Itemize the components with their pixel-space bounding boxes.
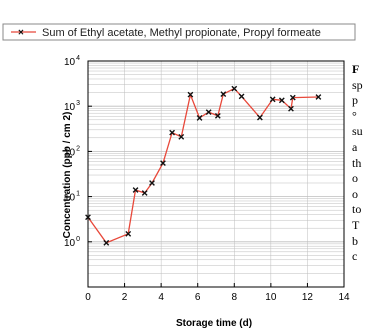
caption-line: sp (352, 77, 363, 92)
data-point (205, 109, 212, 116)
data-point (196, 115, 203, 121)
x-tick-label: 6 (195, 292, 201, 303)
caption-line: a (352, 139, 358, 154)
caption-line: o (352, 171, 358, 186)
data-point (289, 94, 296, 101)
caption-line: T (352, 217, 360, 232)
caption-line: c (352, 249, 358, 264)
data-point (269, 96, 276, 103)
series-line (87, 87, 319, 244)
x-axis-ticks: 0 2 4 6 8 10 12 14 (85, 283, 350, 303)
legend-marker-swatch: × (18, 28, 24, 39)
plot-frame (87, 60, 345, 288)
x-tick-label: 0 (85, 292, 91, 303)
data-point (238, 93, 245, 100)
data-point (220, 91, 227, 98)
data-point (214, 113, 221, 119)
data-point (231, 85, 238, 92)
data-point (256, 114, 263, 121)
data-point (178, 133, 185, 140)
y-axis-title: Concentration (ppb / cm 2) (62, 112, 73, 239)
data-point (141, 190, 148, 196)
x-axis-title: Storage time (d) (176, 318, 252, 329)
data-point (278, 97, 285, 104)
caption-line: o (352, 186, 358, 201)
data-point (132, 187, 139, 193)
data-point (125, 230, 132, 237)
x-tick-label: 8 (232, 292, 238, 303)
caption-line: to (352, 202, 362, 217)
series-markers (85, 85, 322, 246)
caption-line: ° (352, 108, 357, 123)
y-tick-label: 103 (64, 100, 80, 113)
y-tick-label: 104 (64, 55, 80, 68)
caption-line: p (352, 93, 358, 108)
data-point (187, 91, 194, 98)
legend-label: Sum of Ethyl acetate, Methyl propionate,… (42, 27, 321, 39)
x-tick-label: 14 (338, 292, 350, 303)
legend-box (2, 23, 356, 41)
data-point (288, 105, 294, 112)
x-tick-label: 12 (302, 292, 314, 303)
caption-line: b (352, 233, 358, 248)
legend: × Sum of Ethyl acetate, Methyl propionat… (2, 23, 356, 41)
caption-line: F (352, 62, 360, 76)
plot-grid (88, 61, 344, 287)
x-tick-label: 10 (265, 292, 277, 303)
data-point (103, 239, 110, 246)
x-tick-label: 4 (158, 292, 164, 303)
data-point (85, 214, 91, 221)
caption-line: su (352, 124, 363, 139)
data-point (315, 94, 322, 100)
data-point (160, 160, 166, 167)
caption-line: th (352, 155, 362, 170)
x-tick-label: 2 (122, 292, 128, 303)
data-point (169, 129, 176, 136)
data-point (149, 180, 155, 186)
